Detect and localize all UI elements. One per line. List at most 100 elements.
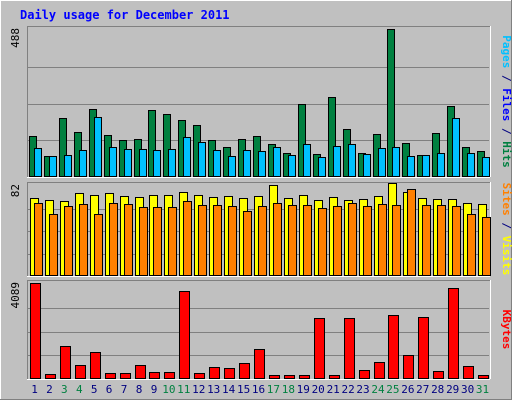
bar-sites-day-2 xyxy=(49,214,58,276)
bar-kbytes-day-25 xyxy=(388,315,399,379)
bar-pages-day-29 xyxy=(452,118,460,177)
bar-kbytes-day-18 xyxy=(284,375,295,379)
bar-sites-day-21 xyxy=(333,206,342,276)
day-label-26: 26 xyxy=(401,383,414,396)
day-label-24: 24 xyxy=(371,383,385,396)
bar-sites-day-28 xyxy=(437,205,446,276)
panel-visits-sites: 82 Sites / Visits xyxy=(9,182,512,277)
bar-kbytes-day-14 xyxy=(224,368,235,379)
series-label-part: / xyxy=(500,68,512,88)
day-label-18: 18 xyxy=(282,383,295,396)
bar-sites-day-24 xyxy=(378,204,387,276)
bar-pages-day-25 xyxy=(392,147,400,177)
series-label-part: Visits xyxy=(500,236,512,276)
day-label-27: 27 xyxy=(416,383,429,396)
bar-sites-day-8 xyxy=(139,207,148,276)
bar-hits-day-25 xyxy=(387,29,395,177)
bar-sites-day-19 xyxy=(303,205,312,276)
bar-kbytes-day-27 xyxy=(418,317,429,379)
bar-pages-day-24 xyxy=(378,148,386,177)
day-label-2: 2 xyxy=(46,383,53,396)
bar-hits-day-19 xyxy=(298,104,306,177)
bar-sites-day-1 xyxy=(34,203,43,276)
bar-sites-day-11 xyxy=(183,201,192,276)
bar-kbytes-day-17 xyxy=(269,375,280,379)
bar-pages-day-26 xyxy=(407,156,415,177)
day-label-10: 10 xyxy=(162,383,175,396)
day-label-14: 14 xyxy=(222,383,236,396)
day-label-25: 25 xyxy=(386,383,399,396)
day-label-21: 21 xyxy=(327,383,340,396)
bar-pages-day-12 xyxy=(198,142,206,177)
bar-sites-day-15 xyxy=(243,211,252,276)
bar-sites-day-9 xyxy=(153,207,162,276)
bar-pages-day-30 xyxy=(467,153,475,177)
chart-panels: 488 Pages / Files / Hits 82 Sites / Visits 4… xyxy=(9,26,512,380)
bar-pages-day-18 xyxy=(288,155,296,177)
day-label-7: 7 xyxy=(121,383,128,396)
series-label-part: Sites xyxy=(500,183,512,216)
bar-sites-day-22 xyxy=(348,203,357,276)
day-label-20: 20 xyxy=(312,383,325,396)
bar-kbytes-day-4 xyxy=(75,365,86,379)
series-label-part: KBytes xyxy=(500,310,512,350)
bar-kbytes-day-30 xyxy=(463,366,474,379)
day-label-3: 3 xyxy=(61,383,68,396)
bar-pages-day-7 xyxy=(124,149,132,177)
bar-sites-day-14 xyxy=(228,206,237,276)
bar-sites-day-13 xyxy=(213,205,222,276)
bar-sites-day-6 xyxy=(109,203,118,276)
bar-pages-day-13 xyxy=(213,150,221,177)
chart-title: Daily usage for December 2011 xyxy=(20,8,230,22)
bar-pages-day-20 xyxy=(318,157,326,177)
bar-kbytes-day-22 xyxy=(344,318,355,379)
series-label-part: Files xyxy=(500,88,512,121)
bar-kbytes-day-9 xyxy=(149,372,160,379)
bar-sites-day-3 xyxy=(64,206,73,276)
bar-kbytes-day-6 xyxy=(105,373,116,379)
bar-sites-day-23 xyxy=(363,206,372,276)
panel-hits-files-pages-series-label: Pages / Files / Hits xyxy=(500,35,512,168)
bar-pages-day-10 xyxy=(168,149,176,177)
bar-pages-day-1 xyxy=(34,148,42,177)
bar-hits-day-9 xyxy=(148,110,156,177)
bar-kbytes-day-11 xyxy=(179,291,190,379)
bar-pages-day-8 xyxy=(139,149,147,177)
bar-pages-day-14 xyxy=(228,156,236,177)
bar-sites-day-31 xyxy=(482,217,491,276)
bar-pages-day-21 xyxy=(333,146,341,177)
bar-kbytes-day-12 xyxy=(194,373,205,379)
bar-kbytes-day-21 xyxy=(329,375,340,379)
bar-pages-day-16 xyxy=(258,151,266,177)
bar-kbytes-day-24 xyxy=(374,362,385,379)
panel-hits-files-pages-max-label: 488 xyxy=(9,28,22,48)
bar-sites-day-29 xyxy=(452,206,461,276)
day-label-31: 31 xyxy=(476,383,489,396)
bar-pages-day-28 xyxy=(437,153,445,177)
bar-sites-day-16 xyxy=(258,206,267,276)
bar-sites-day-5 xyxy=(94,214,103,276)
bar-sites-day-10 xyxy=(168,207,177,276)
bar-sites-day-17 xyxy=(273,203,282,276)
bar-pages-day-17 xyxy=(273,147,281,177)
series-label-part: Hits xyxy=(500,141,512,168)
panel-kbytes-series-label: KBytes xyxy=(500,310,512,350)
day-label-11: 11 xyxy=(177,383,190,396)
bar-pages-day-3 xyxy=(64,155,72,177)
bar-kbytes-day-20 xyxy=(314,318,325,379)
day-label-19: 19 xyxy=(297,383,310,396)
panel-kbytes-max-label: 4089 xyxy=(9,282,22,309)
panel-hits-files-pages: 488 Pages / Files / Hits xyxy=(9,26,512,178)
bar-kbytes-day-16 xyxy=(254,349,265,379)
bar-kbytes-day-31 xyxy=(478,375,489,379)
bar-kbytes-day-5 xyxy=(90,352,101,379)
bar-kbytes-day-19 xyxy=(299,375,310,379)
bar-kbytes-day-23 xyxy=(359,370,370,379)
day-label-12: 12 xyxy=(192,383,205,396)
bar-pages-day-2 xyxy=(49,156,57,177)
bar-sites-day-4 xyxy=(79,204,88,276)
day-label-8: 8 xyxy=(136,383,143,396)
panel-visits-sites-series-label: Sites / Visits xyxy=(500,183,512,276)
bar-pages-day-23 xyxy=(363,154,371,177)
